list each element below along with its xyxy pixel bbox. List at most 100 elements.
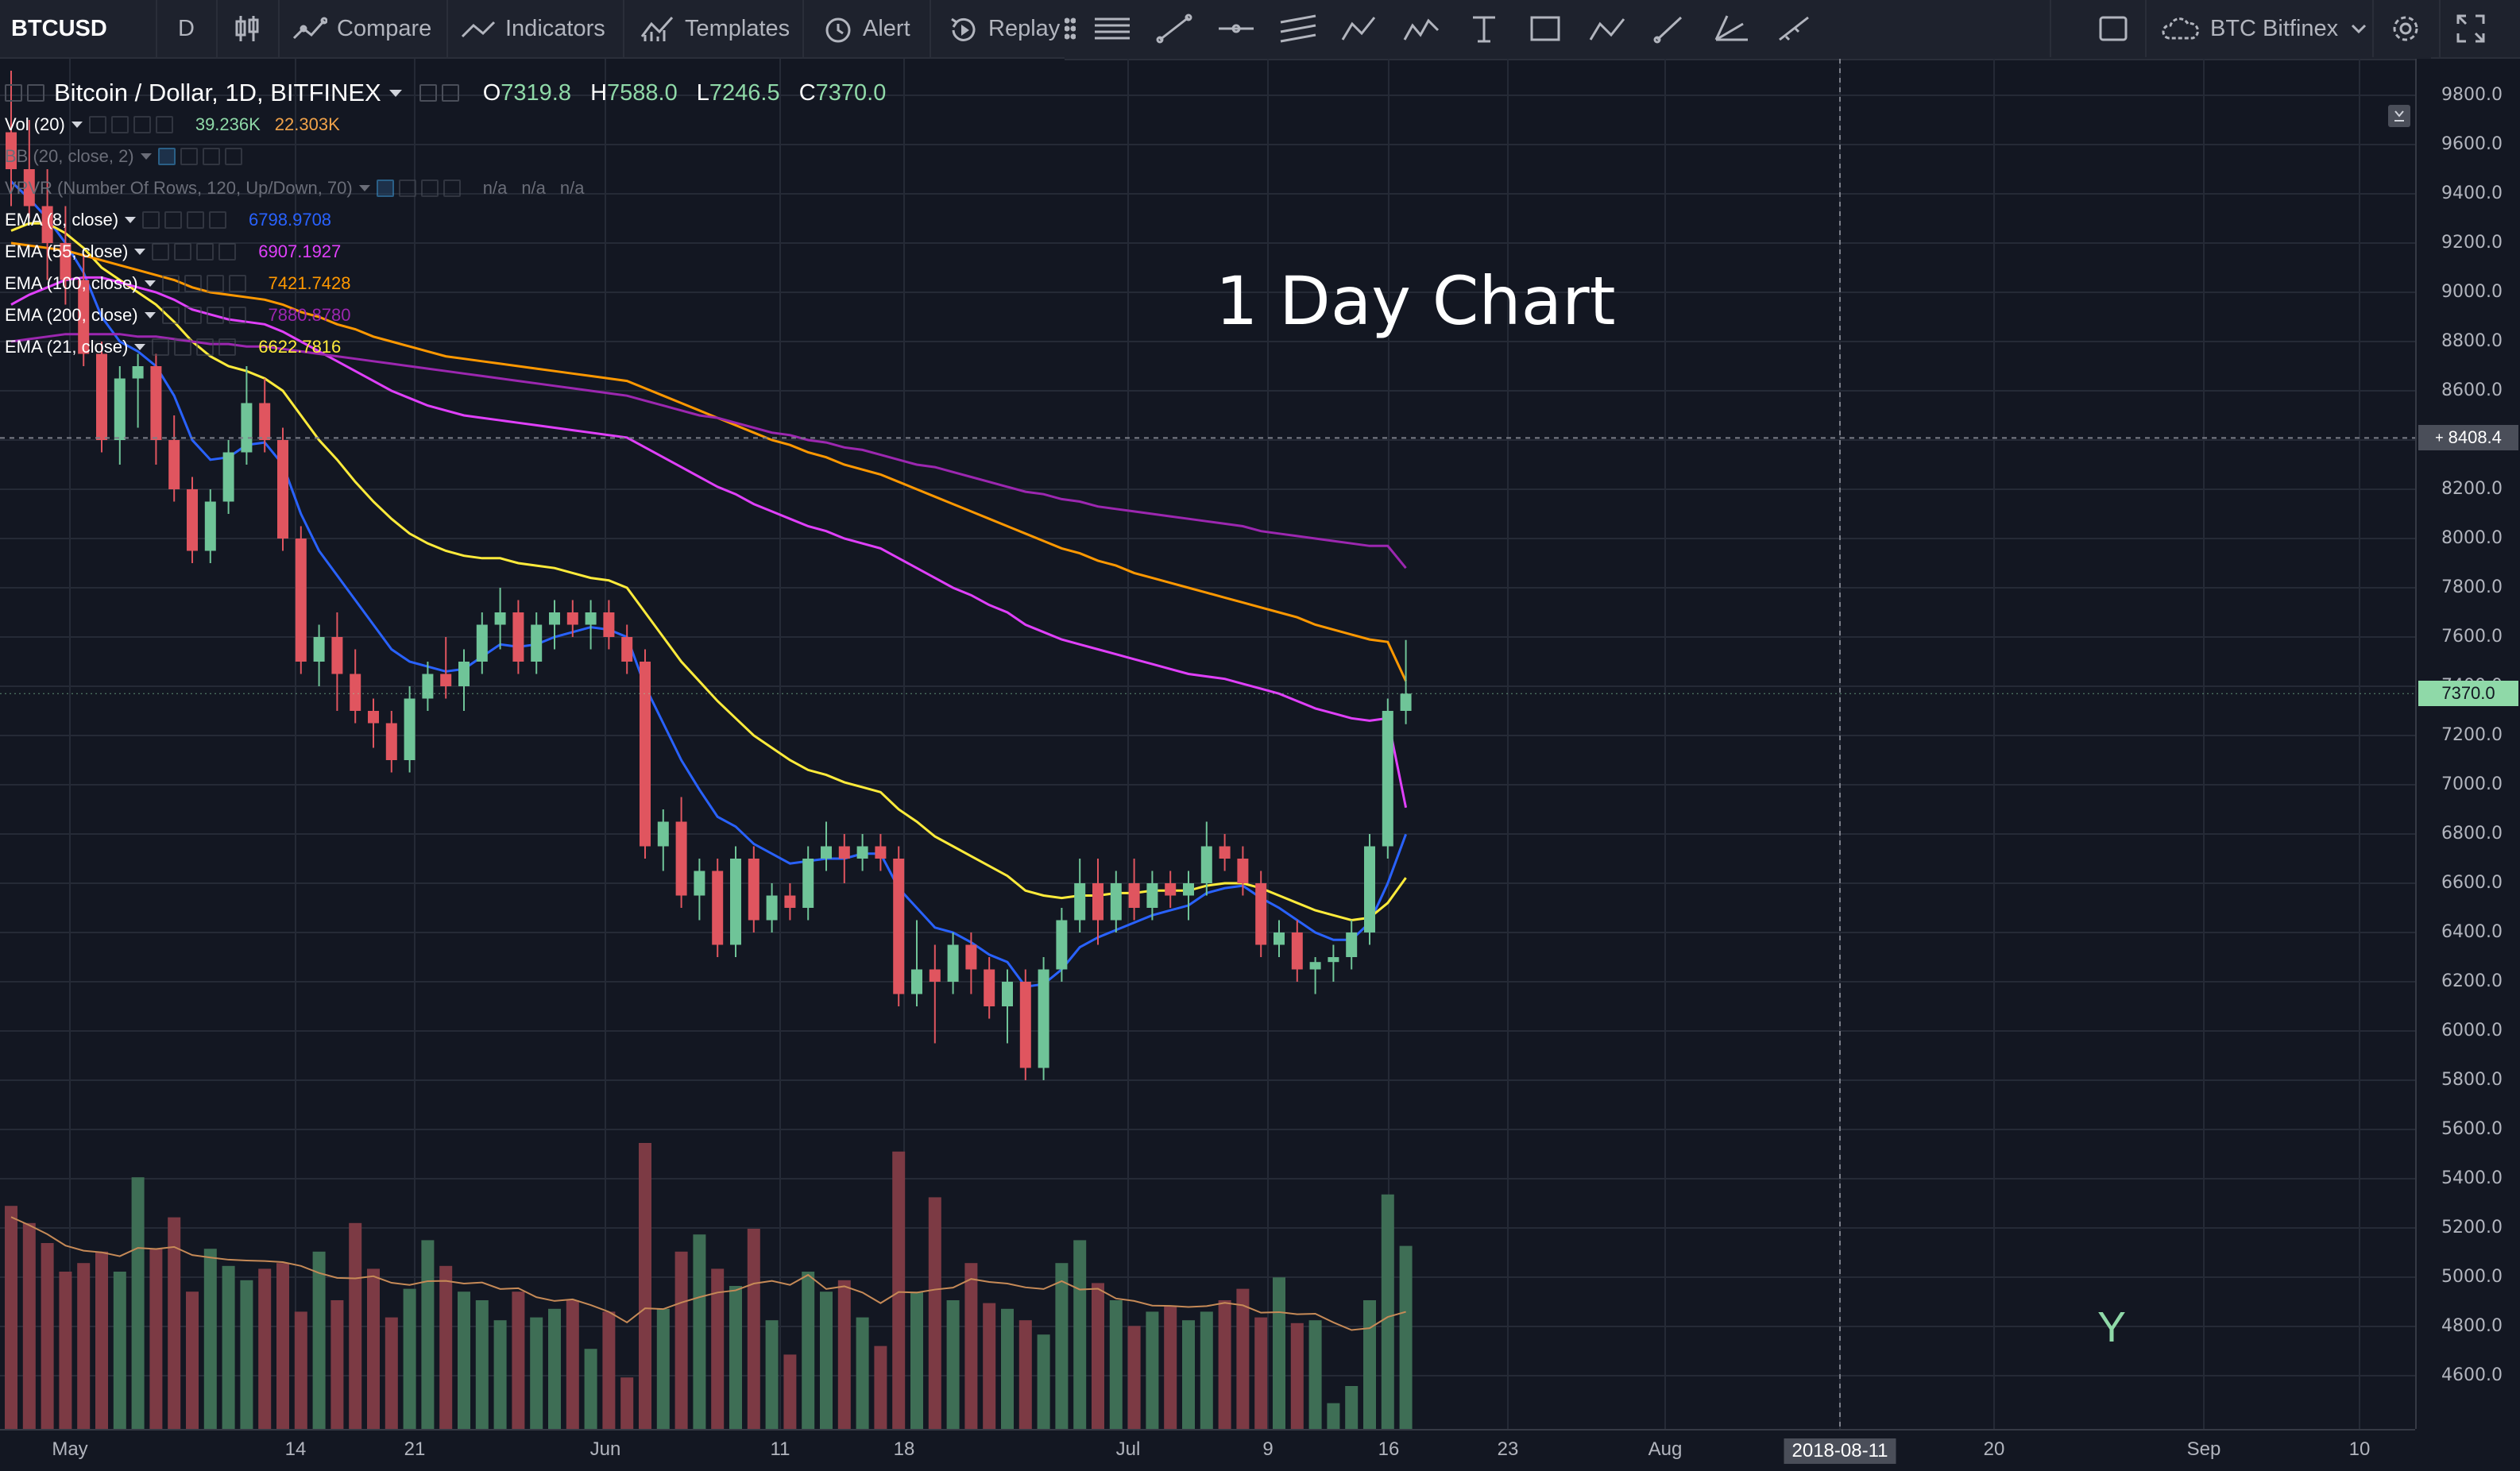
caret-down-icon[interactable] xyxy=(123,215,137,225)
source-icon[interactable] xyxy=(196,338,215,356)
settings-icon[interactable] xyxy=(174,338,192,356)
indicator-legend-row[interactable]: EMA (100, close) 7421.7428 xyxy=(5,270,351,297)
settings-icon[interactable] xyxy=(184,275,202,292)
caret-down-icon[interactable] xyxy=(133,247,147,257)
chart-annotation-text[interactable]: 1 Day Chart xyxy=(1216,262,1616,340)
source-icon[interactable] xyxy=(206,275,224,292)
settings-icon[interactable] xyxy=(184,307,202,324)
exchange-selector[interactable]: BTC Bitfinex xyxy=(2161,0,2368,57)
parallel-channel-tool-icon[interactable] xyxy=(1277,0,1319,57)
source-icon[interactable] xyxy=(133,116,151,133)
source-icon[interactable] xyxy=(202,148,220,165)
time-tick-label: 14 xyxy=(284,1438,307,1460)
replay-button[interactable]: Replay xyxy=(947,0,1060,57)
volume-bar xyxy=(512,1291,525,1429)
caret-down-icon[interactable] xyxy=(70,120,84,129)
interval-button[interactable]: D xyxy=(178,0,195,57)
caret-down-icon[interactable] xyxy=(358,183,372,193)
indicator-name[interactable]: BB (20, close, 2) xyxy=(5,146,134,166)
remove-icon[interactable] xyxy=(209,211,227,229)
remove-icon[interactable] xyxy=(228,307,246,324)
volume-bar xyxy=(1236,1288,1250,1429)
indicator-name[interactable]: EMA (21, close) xyxy=(5,337,129,357)
rectangle-tool-icon[interactable] xyxy=(1525,0,1567,57)
visibility-icon[interactable] xyxy=(152,338,170,356)
indicators-button[interactable]: Indicators xyxy=(461,0,605,57)
main-series-title[interactable]: Bitcoin / Dollar, 1D, BITFINEX xyxy=(54,79,381,106)
indicator-name[interactable]: EMA (8, close) xyxy=(5,210,119,230)
settings-icon[interactable] xyxy=(110,116,129,133)
symbol-search-button[interactable]: BTCUSD xyxy=(11,0,107,57)
fullscreen-box-button[interactable] xyxy=(2097,0,2129,57)
indicator-legend-row[interactable]: Vol (20) 39.236K 22.303K xyxy=(5,111,340,138)
indicator-name[interactable]: EMA (55, close) xyxy=(5,241,129,261)
indicator-legend-row[interactable]: EMA (8, close) 6798.9708 xyxy=(5,207,331,234)
abcd-pattern-tool-icon[interactable] xyxy=(1587,0,1629,57)
remove-icon[interactable] xyxy=(228,275,246,292)
settings-icon[interactable] xyxy=(164,211,183,229)
caret-down-icon[interactable] xyxy=(139,152,153,161)
remove-icon[interactable] xyxy=(218,338,237,356)
compare-button[interactable]: Compare xyxy=(292,0,431,57)
text-tool-icon[interactable] xyxy=(1463,0,1505,57)
indicator-name[interactable]: EMA (100, close) xyxy=(5,273,138,293)
price-axis[interactable]: 9800.0 9600.0 9400.0 9200.0 9000.0 8800.0 8600… xyxy=(2415,59,2520,1429)
volume-bar xyxy=(403,1288,416,1429)
caret-down-icon[interactable] xyxy=(133,342,147,352)
indicator-name[interactable]: Vol (20) xyxy=(5,114,65,134)
hide-series-icon[interactable] xyxy=(419,84,437,102)
collapse-legend-icon[interactable] xyxy=(5,84,22,102)
chart-type-button[interactable] xyxy=(234,0,261,57)
candle-body xyxy=(23,169,35,207)
series-settings-icon[interactable] xyxy=(441,84,459,102)
caret-down-icon[interactable] xyxy=(388,87,404,98)
candle-body xyxy=(1274,932,1285,945)
source-icon[interactable] xyxy=(206,307,224,324)
templates-button[interactable]: Templates xyxy=(640,0,790,57)
scroll-to-realtime-button[interactable] xyxy=(2388,105,2410,127)
visibility-icon[interactable] xyxy=(88,116,106,133)
indicator-legend-row[interactable]: BB (20, close, 2) xyxy=(5,143,242,170)
price-tick-label: 8800.0 xyxy=(2441,331,2503,351)
caret-down-icon[interactable] xyxy=(143,311,157,320)
horizontal-lines-tool-icon[interactable] xyxy=(1092,0,1133,57)
indicator-name[interactable]: VPVR (Number Of Rows, 120, Up/Down, 70) xyxy=(5,178,353,198)
brush-tool-icon[interactable] xyxy=(1649,0,1691,57)
visibility-icon[interactable] xyxy=(157,148,176,165)
settings-icon[interactable] xyxy=(174,243,192,261)
source-icon[interactable] xyxy=(187,211,205,229)
time-axis[interactable]: May 14 21 Jun 11 18 Jul 9 16 23 Aug 2018-08-11 20 Sep… xyxy=(0,1429,2415,1471)
source-icon[interactable] xyxy=(196,243,215,261)
measure-tool-icon[interactable] xyxy=(1773,0,1815,57)
indicator-legend-row[interactable]: EMA (200, close) 7880.8780 xyxy=(5,302,351,329)
horizontal-ray-tool-icon[interactable] xyxy=(1216,0,1257,57)
remove-icon[interactable] xyxy=(218,243,237,261)
settings-icon[interactable] xyxy=(180,148,198,165)
caret-down-icon[interactable] xyxy=(143,279,157,288)
source-icon[interactable] xyxy=(420,180,439,197)
drag-handle-icon[interactable] xyxy=(1065,0,1076,57)
flag-icon[interactable] xyxy=(27,84,44,102)
settings-icon[interactable] xyxy=(398,180,416,197)
remove-icon[interactable] xyxy=(224,148,242,165)
visibility-icon[interactable] xyxy=(161,275,180,292)
trend-line-tool-icon[interactable] xyxy=(1154,0,1195,57)
indicator-legend-row[interactable]: EMA (55, close) 6907.1927 xyxy=(5,238,341,265)
chart-canvas[interactable] xyxy=(0,59,2415,1429)
indicator-name[interactable]: EMA (200, close) xyxy=(5,305,138,325)
fullscreen-button[interactable] xyxy=(2455,0,2487,57)
alert-button[interactable]: Alert xyxy=(821,0,910,57)
gann-fan-tool-icon[interactable] xyxy=(1711,0,1753,57)
pattern-tool-icon[interactable] xyxy=(1339,0,1381,57)
visibility-icon[interactable] xyxy=(142,211,160,229)
volume-bar xyxy=(639,1143,651,1429)
elliott-wave-tool-icon[interactable] xyxy=(1401,0,1443,57)
remove-icon[interactable] xyxy=(155,116,173,133)
indicator-legend-row[interactable]: VPVR (Number Of Rows, 120, Up/Down, 70) n… xyxy=(5,175,585,202)
visibility-icon[interactable] xyxy=(376,180,394,197)
remove-icon[interactable] xyxy=(443,180,461,197)
settings-button[interactable] xyxy=(2390,0,2421,57)
visibility-icon[interactable] xyxy=(152,243,170,261)
visibility-icon[interactable] xyxy=(161,307,180,324)
indicator-legend-row[interactable]: EMA (21, close) 6622.7816 xyxy=(5,334,341,361)
